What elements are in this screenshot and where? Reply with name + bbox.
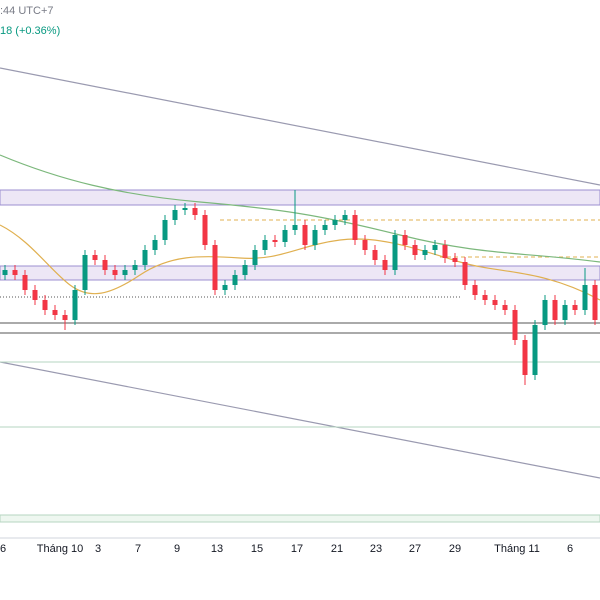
candle-body (152, 240, 158, 250)
candle-body (502, 305, 508, 310)
candle-body (222, 285, 228, 290)
candle-body (392, 235, 398, 270)
candle-body (592, 285, 598, 320)
x-tick-label: Tháng 10 (37, 543, 83, 555)
candle-body (582, 285, 588, 310)
candle-body (52, 310, 58, 315)
candle-body (122, 270, 128, 275)
channel-line (0, 361, 600, 479)
candle-body (82, 255, 88, 290)
x-tick-label: 23 (370, 543, 382, 555)
zone (0, 514, 600, 523)
x-tick-label: 13 (211, 543, 223, 555)
candle-body (142, 250, 148, 265)
candle-body (372, 250, 378, 260)
candle-body (202, 215, 208, 245)
moving-average (0, 154, 600, 263)
candle-body (32, 290, 38, 300)
candle-body (532, 325, 538, 375)
candle-body (562, 305, 568, 320)
candle-body (512, 310, 518, 340)
x-tick-label: 6 (0, 543, 6, 555)
channel-line (0, 67, 600, 186)
candle-body (12, 270, 18, 275)
moving-average (0, 224, 600, 301)
candle-body (162, 220, 168, 240)
candle-body (112, 270, 118, 275)
x-tick-label: 9 (174, 543, 180, 555)
candle-body (72, 290, 78, 320)
x-tick-label: 27 (409, 543, 421, 555)
candle-body (572, 305, 578, 310)
candle-body (352, 215, 358, 240)
x-tick-label: 3 (95, 543, 101, 555)
candle-body (282, 230, 288, 242)
header-time: :44 UTC+7 (0, 5, 54, 17)
candle-body (322, 225, 328, 230)
candle-body (302, 225, 308, 245)
candle-body (272, 240, 278, 242)
x-tick-label: 6 (567, 543, 573, 555)
candle-body (172, 210, 178, 220)
candle-body (422, 250, 428, 255)
x-tick-label: 29 (449, 543, 461, 555)
candle-body (552, 300, 558, 320)
candle-body (212, 245, 218, 290)
candle-body (432, 245, 438, 250)
candle-body (412, 245, 418, 255)
x-tick-label: 15 (251, 543, 263, 555)
candle-body (482, 295, 488, 300)
candle-body (312, 230, 318, 245)
price-change: 18 (+0.36%) (0, 25, 60, 37)
candle-body (232, 275, 238, 285)
candle-body (182, 208, 188, 210)
candle-body (342, 215, 348, 220)
candle-body (2, 270, 8, 275)
candle-body (362, 240, 368, 250)
candle-body (522, 340, 528, 375)
x-tick-label: 17 (291, 543, 303, 555)
candle-body (402, 235, 408, 245)
candle-body (62, 315, 68, 320)
x-tick-label: 7 (135, 543, 141, 555)
candle-body (442, 245, 448, 258)
candle-body (42, 300, 48, 310)
candle-body (492, 300, 498, 305)
candle-body (292, 225, 298, 230)
candle-body (452, 258, 458, 262)
candle-body (242, 265, 248, 275)
zone (0, 265, 600, 281)
candle-body (22, 275, 28, 290)
candle-body (382, 260, 388, 270)
candle-body (192, 208, 198, 215)
zone (0, 189, 600, 206)
candle-body (332, 220, 338, 225)
candle-body (252, 250, 258, 265)
candle-body (132, 265, 138, 270)
candle-body (462, 262, 468, 285)
candle-body (542, 300, 548, 325)
candle-body (102, 260, 108, 270)
x-tick-label: Tháng 11 (494, 543, 540, 555)
candle-body (262, 240, 268, 250)
candle-body (92, 255, 98, 260)
x-tick-label: 21 (331, 543, 343, 555)
overlays (0, 67, 600, 539)
candle-body (472, 285, 478, 295)
